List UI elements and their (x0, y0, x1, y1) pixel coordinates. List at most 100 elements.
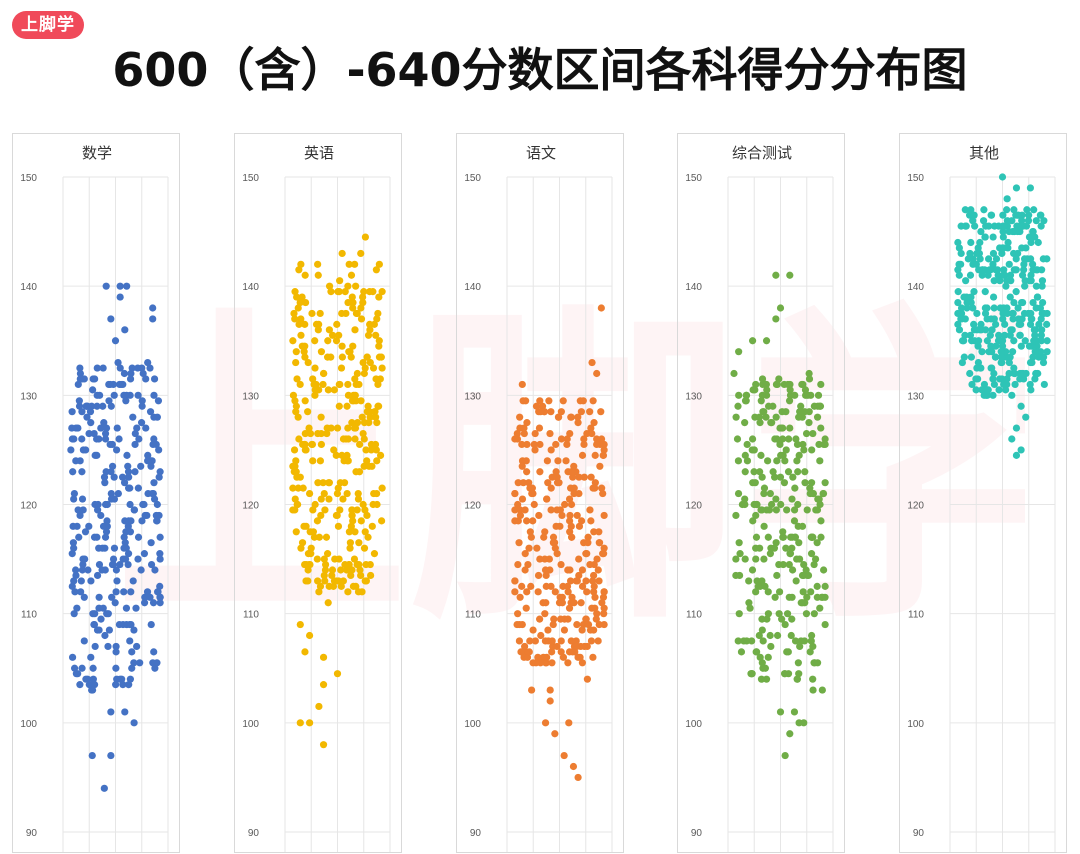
data-point (747, 670, 755, 678)
data-point (1031, 348, 1039, 356)
data-point (526, 528, 534, 536)
data-point (760, 489, 768, 498)
data-point (550, 615, 558, 623)
data-point (314, 271, 322, 279)
chart-panel-other: 其他 90 100 110 120 130 140 150 (899, 133, 1067, 853)
data-point (787, 631, 795, 640)
data-point (300, 522, 308, 530)
data-point (786, 271, 794, 279)
data-point (548, 659, 556, 667)
data-point (101, 429, 110, 438)
chart-panel-math: 数学 90 100 110 120 130 140 150 (12, 133, 180, 853)
data-point (772, 539, 780, 547)
data-point (366, 326, 374, 334)
data-point (1020, 266, 1028, 274)
data-point (372, 375, 380, 383)
data-point (302, 577, 310, 585)
data-point (755, 413, 763, 421)
data-point (146, 364, 154, 372)
data-point (587, 424, 595, 432)
data-point (543, 457, 551, 465)
data-point (1013, 222, 1021, 230)
data-point (290, 309, 298, 318)
data-point (597, 304, 605, 312)
data-point (72, 571, 80, 580)
data-point (800, 446, 808, 454)
data-point (1003, 304, 1011, 312)
data-point (995, 337, 1003, 345)
data-point (352, 282, 360, 290)
data-point (563, 582, 572, 590)
data-point (954, 320, 962, 328)
data-point (369, 500, 377, 509)
data-point (149, 659, 157, 667)
data-point (546, 686, 554, 694)
data-point (121, 555, 130, 563)
data-point (794, 500, 802, 509)
data-point (521, 550, 529, 558)
data-point (363, 457, 371, 465)
data-point (955, 326, 964, 334)
data-point (70, 544, 78, 552)
data-point (374, 380, 382, 389)
data-point (514, 500, 522, 509)
data-point (1037, 315, 1045, 323)
data-point (957, 304, 966, 312)
data-point (70, 664, 79, 672)
data-point (734, 489, 743, 498)
y-tick-label: 130 (685, 391, 702, 402)
data-point (1021, 277, 1029, 285)
data-point (344, 282, 352, 290)
data-point (324, 550, 332, 558)
data-point (311, 391, 319, 399)
data-point (349, 582, 358, 590)
data-point (526, 637, 534, 645)
data-point (821, 582, 829, 590)
data-point (981, 288, 989, 296)
data-point (116, 282, 124, 290)
data-point (549, 539, 557, 547)
data-point (598, 484, 606, 492)
data-point (955, 244, 963, 252)
data-point (1010, 337, 1018, 345)
data-point (529, 626, 537, 634)
data-point (551, 730, 559, 738)
data-point (971, 222, 979, 230)
data-point (130, 659, 138, 667)
data-point (359, 358, 367, 367)
data-point (737, 648, 746, 656)
data-point (580, 440, 588, 449)
data-point (320, 555, 328, 563)
data-point (351, 391, 359, 399)
data-point (335, 380, 343, 389)
data-point (68, 408, 76, 416)
data-point (999, 271, 1007, 279)
data-point (101, 500, 110, 509)
data-point (564, 588, 572, 596)
data-point (1038, 266, 1046, 274)
data-point (973, 364, 981, 372)
data-point (1043, 309, 1051, 318)
data-point (299, 484, 307, 492)
data-point (126, 675, 134, 683)
data-point (112, 648, 120, 656)
data-point (291, 397, 299, 405)
data-point (289, 506, 297, 514)
data-point (968, 380, 976, 389)
data-point (773, 571, 781, 580)
data-point (566, 528, 574, 536)
data-point (559, 397, 567, 405)
data-point (87, 577, 95, 585)
chart-svg: 英语 90 100 110 120 130 140 150 (242, 144, 391, 852)
data-point (314, 260, 322, 268)
data-point (976, 255, 984, 263)
data-point (974, 375, 982, 383)
data-point (575, 522, 584, 530)
data-point (1039, 353, 1048, 361)
data-point (332, 451, 340, 459)
data-point (338, 353, 346, 361)
data-point (93, 626, 102, 634)
data-point (1006, 293, 1014, 301)
data-point (599, 593, 608, 601)
data-point (534, 571, 543, 580)
